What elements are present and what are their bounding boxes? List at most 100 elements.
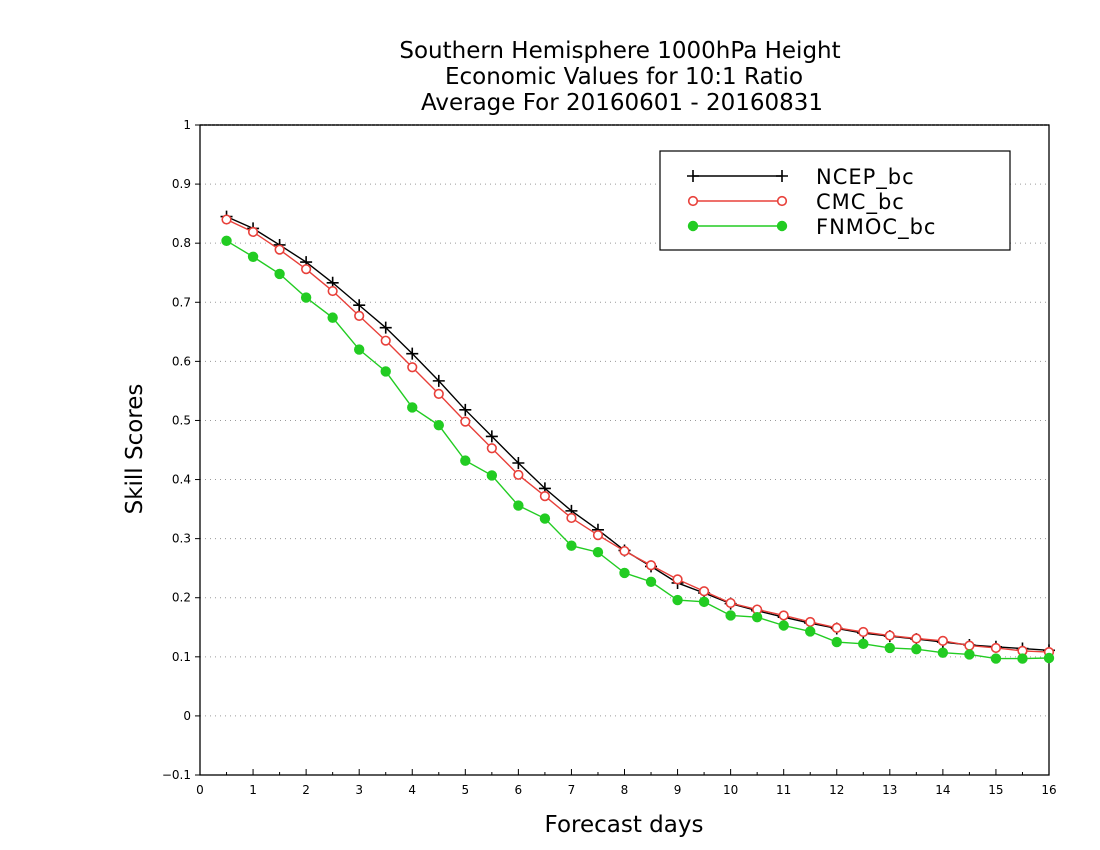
data-point-cmc-bc (831, 622, 842, 633)
series-cmc-bc (221, 214, 1055, 658)
data-point-fnmoc-bc (778, 620, 789, 631)
chart-title-line-2: Economic Values for 10:1 Ratio (445, 64, 803, 90)
data-point-fnmoc-bc (460, 455, 471, 466)
legend-swatch-marker (776, 170, 788, 182)
data-point-cmc-bc (990, 642, 1002, 654)
data-point-fnmoc-bc (751, 612, 763, 623)
y-tick-label: −0.1 (162, 768, 191, 782)
data-point-fnmoc-bc (645, 576, 657, 587)
legend-swatch-marker (776, 195, 788, 207)
data-point-fnmoc-bc (592, 547, 604, 558)
data-point-cmc-bc (698, 586, 710, 597)
x-tick-label: 14 (935, 783, 950, 797)
series-ncep-bc (220, 210, 1055, 657)
data-point-fnmoc-bc (380, 366, 391, 377)
x-tick-label: 13 (882, 783, 897, 797)
data-point-fnmoc-bc (327, 312, 338, 323)
x-tick-label: 1 (249, 783, 257, 797)
data-point-cmc-bc (645, 560, 657, 571)
y-axis-label: Skill Scores (122, 384, 148, 515)
x-tick-label: 6 (515, 783, 523, 797)
series-line-cmc-bc (226, 218, 1050, 653)
data-point-fnmoc-bc (1043, 652, 1055, 664)
x-tick-label: 10 (723, 783, 738, 797)
data-point-cmc-bc (858, 626, 869, 638)
data-point-cmc-bc (354, 310, 365, 321)
data-point-cmc-bc (460, 416, 471, 427)
data-point-cmc-bc (964, 640, 975, 651)
y-tick-label: 0.9 (172, 177, 191, 191)
data-point-fnmoc-bc (1017, 653, 1028, 664)
legend-swatch-marker (687, 220, 699, 232)
data-point-fnmoc-bc (858, 638, 869, 650)
data-point-cmc-bc (672, 574, 683, 585)
legend-label-fnmoc-bc: FNMOC_bc (816, 215, 936, 240)
x-tick-label: 0 (196, 783, 204, 797)
data-point-fnmoc-bc (805, 626, 816, 637)
x-tick-label: 4 (408, 783, 416, 797)
data-point-ncep-bc (485, 430, 498, 443)
legend-swatch-marker (687, 170, 699, 182)
data-point-cmc-bc (274, 244, 285, 255)
data-point-fnmoc-bc (486, 470, 498, 481)
x-tick-label: 12 (829, 783, 844, 797)
data-point-ncep-bc (512, 457, 525, 469)
chart-title: Southern Hemisphere 1000hPa Height Econo… (399, 38, 840, 116)
x-tick-label: 3 (355, 783, 363, 797)
y-tick-label: 0.1 (172, 650, 191, 664)
data-point-fnmoc-bc (964, 649, 975, 660)
data-point-fnmoc-bc (698, 596, 710, 608)
legend-swatch-marker (687, 195, 699, 207)
data-point-fnmoc-bc (513, 500, 524, 511)
data-point-cmc-bc (486, 443, 497, 454)
data-point-fnmoc-bc (300, 292, 312, 303)
data-point-ncep-bc (379, 321, 392, 334)
data-point-cmc-bc (433, 388, 444, 399)
data-point-fnmoc-bc (831, 636, 842, 648)
data-point-fnmoc-bc (221, 235, 232, 247)
data-point-cmc-bc (407, 362, 418, 373)
y-tick-label: 0.8 (172, 236, 191, 250)
y-tick-label: 0.3 (172, 532, 191, 546)
y-axis-ticks: −0.1 0 0.1 0.2 0.3 0.4 0.5 0.6 0.7 0.8 0.9 1 (162, 118, 200, 782)
data-point-fnmoc-bc (911, 643, 922, 655)
x-axis-label: Forecast days (545, 812, 704, 838)
y-tick-label: 1 (183, 118, 191, 132)
y-tick-label: 0.7 (172, 295, 191, 309)
x-tick-label: 5 (461, 783, 469, 797)
data-point-cmc-bc (937, 635, 948, 646)
legend-item-ncep-bc: NCEP_bc (687, 165, 915, 190)
x-tick-label: 2 (302, 783, 310, 797)
y-tick-label: 0.5 (172, 413, 191, 427)
series-line-fnmoc-bc (226, 240, 1050, 660)
x-tick-label: 8 (621, 783, 629, 797)
data-point-ncep-bc (459, 403, 472, 416)
data-point-cmc-bc (805, 616, 816, 628)
data-point-fnmoc-bc (672, 594, 683, 606)
x-tick-label: 15 (988, 783, 1003, 797)
data-point-cmc-bc (301, 264, 312, 275)
y-tick-label: 0 (183, 709, 191, 723)
legend-item-cmc-bc: CMC_bc (687, 190, 904, 215)
x-tick-label: 7 (568, 783, 576, 797)
data-point-fnmoc-bc (937, 647, 949, 658)
legend-swatch-marker (776, 220, 788, 232)
y-tick-label: 0.2 (172, 591, 191, 605)
x-axis-ticks: 0 1 2 3 4 5 6 7 8 9 10 11 12 13 14 15 16 (196, 769, 1057, 797)
data-point-fnmoc-bc (433, 419, 444, 431)
gridlines (200, 183, 1049, 717)
chart-title-line-3: Average For 20160601 - 20160831 (421, 90, 823, 116)
data-point-cmc-bc (725, 597, 736, 609)
data-point-cmc-bc (247, 226, 259, 238)
data-point-cmc-bc (592, 529, 604, 541)
data-point-cmc-bc (911, 633, 922, 644)
legend-label-ncep-bc: NCEP_bc (816, 165, 915, 190)
data-point-fnmoc-bc (884, 642, 896, 654)
series-fnmoc-bc (221, 235, 1055, 664)
data-point-fnmoc-bc (274, 268, 285, 280)
y-tick-label: 0.6 (172, 354, 191, 368)
y-tick-label: 0.4 (172, 473, 191, 487)
data-point-cmc-bc (380, 335, 391, 346)
